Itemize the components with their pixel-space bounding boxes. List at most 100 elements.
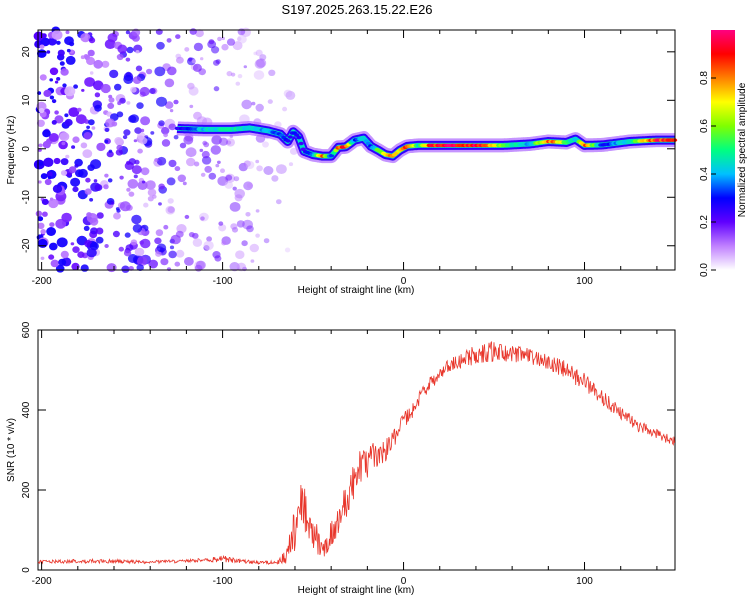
noise-blob xyxy=(243,181,254,191)
noise-blob xyxy=(56,237,68,248)
noise-blob xyxy=(230,72,236,77)
noise-blob xyxy=(241,240,248,247)
noise-blob xyxy=(191,59,196,64)
noise-blob xyxy=(253,51,258,56)
noise-blob xyxy=(131,34,140,42)
colorbar-scale xyxy=(711,30,735,270)
noise-blob xyxy=(111,201,115,205)
noise-blob xyxy=(161,126,170,135)
noise-blob xyxy=(51,120,57,125)
noise-blob xyxy=(122,135,128,140)
noise-blob xyxy=(236,220,245,228)
spectrogram-y-label: Frequency (Hz) xyxy=(6,116,17,185)
noise-blob xyxy=(118,246,125,252)
noise-blob xyxy=(160,258,169,266)
noise-blob xyxy=(220,168,225,173)
noise-blob xyxy=(163,132,169,138)
ridge-cell xyxy=(296,135,302,140)
y-tick-label: 0 xyxy=(21,146,32,152)
noise-blob xyxy=(210,145,221,155)
snr-x-label: Height of straight line (km) xyxy=(298,585,415,596)
noise-blob xyxy=(259,54,267,61)
noise-blob xyxy=(61,212,72,223)
noise-blob xyxy=(128,191,135,197)
ridge-cell xyxy=(298,141,304,146)
noise-blob xyxy=(164,78,175,88)
chart-title: S197.2025.263.15.22.E26 xyxy=(281,2,432,17)
ridge-cell xyxy=(328,153,335,158)
noise-blob xyxy=(81,88,85,92)
colorbar-tick-label: 0.4 xyxy=(699,167,710,181)
noise-blob xyxy=(226,71,233,77)
noise-blob xyxy=(71,145,76,149)
noise-blob xyxy=(174,261,181,267)
noise-blob xyxy=(91,126,96,130)
noise-blob xyxy=(263,166,274,175)
noise-blob xyxy=(132,76,142,84)
noise-blob xyxy=(65,55,76,65)
noise-blob xyxy=(156,243,167,253)
noise-blob xyxy=(229,262,240,272)
ridge-cell xyxy=(287,135,293,139)
noise-blob xyxy=(48,133,59,142)
noise-blob xyxy=(204,165,212,173)
noise-blob xyxy=(141,180,146,184)
noise-blob xyxy=(234,194,243,202)
noise-blob xyxy=(165,101,174,109)
noise-blob xyxy=(88,119,95,126)
noise-blob xyxy=(135,50,140,54)
noise-blob xyxy=(107,33,118,43)
noise-blob xyxy=(94,92,101,98)
noise-blob xyxy=(48,198,59,209)
noise-blob xyxy=(169,109,174,113)
noise-blob xyxy=(116,144,123,151)
spectrogram-x-label: Height of straight line (km) xyxy=(298,285,415,296)
noise-blob xyxy=(65,30,70,35)
noise-blob xyxy=(51,99,57,104)
noise-blob xyxy=(86,213,98,223)
noise-blob xyxy=(192,238,203,247)
noise-blob xyxy=(245,161,255,169)
noise-blob xyxy=(119,201,131,212)
noise-blob xyxy=(115,149,123,156)
x-tick-label: 0 xyxy=(401,576,407,587)
noise-blob xyxy=(200,172,206,177)
noise-blob xyxy=(166,38,172,43)
noise-blob xyxy=(255,49,263,57)
noise-blob xyxy=(155,229,164,237)
noise-blob xyxy=(214,255,222,262)
noise-blob xyxy=(137,180,148,190)
noise-blob xyxy=(177,174,186,183)
noise-blob xyxy=(87,49,95,57)
noise-blob xyxy=(94,184,103,191)
noise-blob xyxy=(246,225,254,233)
noise-blob xyxy=(267,99,273,104)
y-tick-label: 20 xyxy=(21,46,32,58)
noise-blob xyxy=(133,44,143,53)
noise-blob xyxy=(232,186,237,191)
noise-blob xyxy=(95,236,104,244)
noise-blob xyxy=(173,99,179,105)
noise-blob xyxy=(229,202,241,212)
spectrogram-ridge xyxy=(171,120,682,164)
ridge-cell xyxy=(285,139,291,143)
noise-blob xyxy=(125,30,130,35)
noise-blob xyxy=(101,60,110,68)
noise-blob xyxy=(133,174,138,179)
noise-blob xyxy=(38,143,43,148)
noise-blob xyxy=(236,262,246,272)
noise-blob xyxy=(175,230,184,238)
noise-blob xyxy=(131,165,142,175)
spectrogram-frame xyxy=(37,29,676,271)
noise-blob xyxy=(192,63,202,72)
noise-blob xyxy=(66,48,71,53)
noise-blob xyxy=(49,67,59,76)
noise-blob xyxy=(183,135,194,145)
noise-blob xyxy=(70,177,81,187)
noise-blob xyxy=(219,137,228,146)
noise-blob xyxy=(145,180,156,190)
noise-blob xyxy=(127,179,139,189)
y-tick-label: 200 xyxy=(21,481,32,498)
noise-blob xyxy=(255,233,260,238)
noise-blob xyxy=(237,28,246,36)
